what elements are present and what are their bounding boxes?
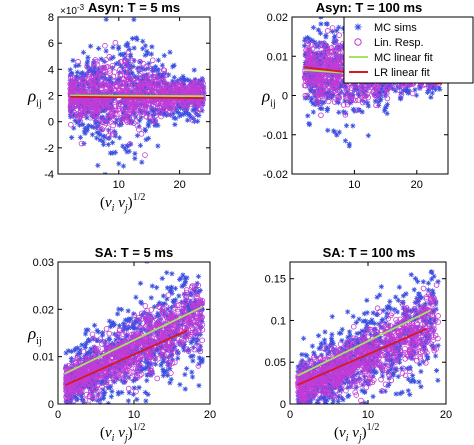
legend-marker-mc-sims [354,23,362,31]
scatter-points [62,262,206,404]
chart-panel-4: 0 10 20 0 0.05 0.1 0.15 SA: T = 100 ms (vi vj)1/… [265,245,453,444]
x-tick-label: 20 [173,179,185,191]
scatter-points [67,17,207,174]
legend-marker-lin-resp [354,38,362,46]
y-tick-label: 0.03 [33,257,54,269]
y-tick-label: 0.05 [265,357,286,369]
y-tick-label: 8 [48,12,54,24]
x-tick-label: 20 [204,409,216,421]
legend: MC sims Lin. Resp. MC linear fit LR linear … [343,16,474,84]
legend-entry-label: MC sims [374,22,417,34]
lin-resp-markers [67,39,207,158]
y-tick-label: 0.02 [267,12,288,24]
x-axis-label: (vi vj)1/2 [100,422,145,444]
exponent-label: ×10-3 [60,3,85,17]
y-tick-label: -2 [44,143,54,155]
x-tick-label: 20 [440,409,452,421]
chart-panel-3: 0 10 20 0 0.01 0.02 0.03 SA: T = 5 ms ρij (vi vj)… [27,245,216,444]
y-tick-label: 6 [48,38,54,50]
mc-linear-fit-line [70,94,204,98]
y-tick-label: 0.01 [267,51,288,63]
chart-title: Asyn: T = 5 ms [88,0,180,15]
legend-entry-label: Lin. Resp. [374,37,424,49]
y-tick-label: 0.01 [33,352,54,364]
lr-linear-fit-line [297,327,427,386]
y-tick-label: 0 [48,399,54,411]
chart-panel-1: 10 20 -4 -2 0 2 4 6 8 ×10-3 Asyn: T = 5 ms ρij (vi v… [27,0,211,214]
y-tick-label: 0.15 [265,274,286,286]
x-tick-label: 10 [128,409,140,421]
x-tick-label: 10 [348,179,360,191]
y-tick-label: -0.02 [263,169,288,181]
x-axis-label: (vi vj)1/2 [334,422,379,444]
mc-linear-fit-line [65,306,203,375]
y-tick-label: -4 [44,169,54,181]
chart-title: SA: T = 100 ms [323,245,416,260]
chart-title: SA: T = 5 ms [95,245,173,260]
y-axis-label: ρij [27,324,42,347]
chart-title: Asyn: T = 100 ms [316,0,423,15]
x-tick-label: 0 [55,409,61,421]
y-tick-label: 0 [48,117,54,129]
legend-entry-label: MC linear fit [374,52,433,64]
chart-panel-2: 10 20 -0.02 -0.01 0 0.01 0.02 Asyn: T = 100 ms ρ… [261,0,449,191]
x-tick-label: 0 [287,409,293,421]
y-axis-label: ρij [261,87,276,110]
y-tick-label: 0.02 [33,304,54,316]
y-tick-label: 0.1 [271,315,286,327]
y-tick-label: -0.01 [263,130,288,142]
x-tick-label: 10 [113,179,125,191]
lr-linear-fit-line [70,95,204,100]
mc-linear-fit-line [297,309,431,377]
y-tick-label: 0 [280,399,286,411]
x-tick-label: 10 [362,409,374,421]
y-tick-label: 2 [48,91,54,103]
x-axis-label: (vi vj)1/2 [100,192,145,214]
y-tick-label: 0 [282,91,288,103]
y-axis-label: ρij [27,87,42,110]
x-tick-label: 20 [411,179,423,191]
legend-entry-label: LR linear fit [374,67,430,79]
y-tick-label: 4 [48,64,54,76]
lr-linear-fit-line [65,329,188,386]
